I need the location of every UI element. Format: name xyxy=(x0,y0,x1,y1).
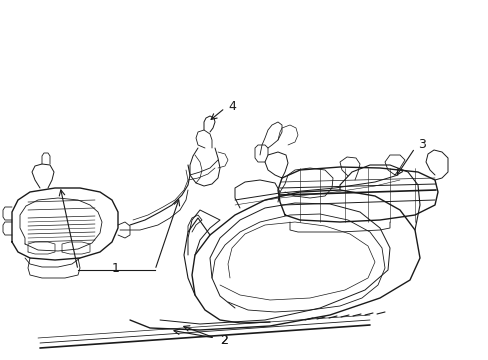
Text: 3: 3 xyxy=(417,139,425,152)
Text: 1: 1 xyxy=(112,262,120,275)
Text: 2: 2 xyxy=(220,334,227,347)
Text: 4: 4 xyxy=(227,99,235,112)
Text: 2: 2 xyxy=(220,333,227,346)
